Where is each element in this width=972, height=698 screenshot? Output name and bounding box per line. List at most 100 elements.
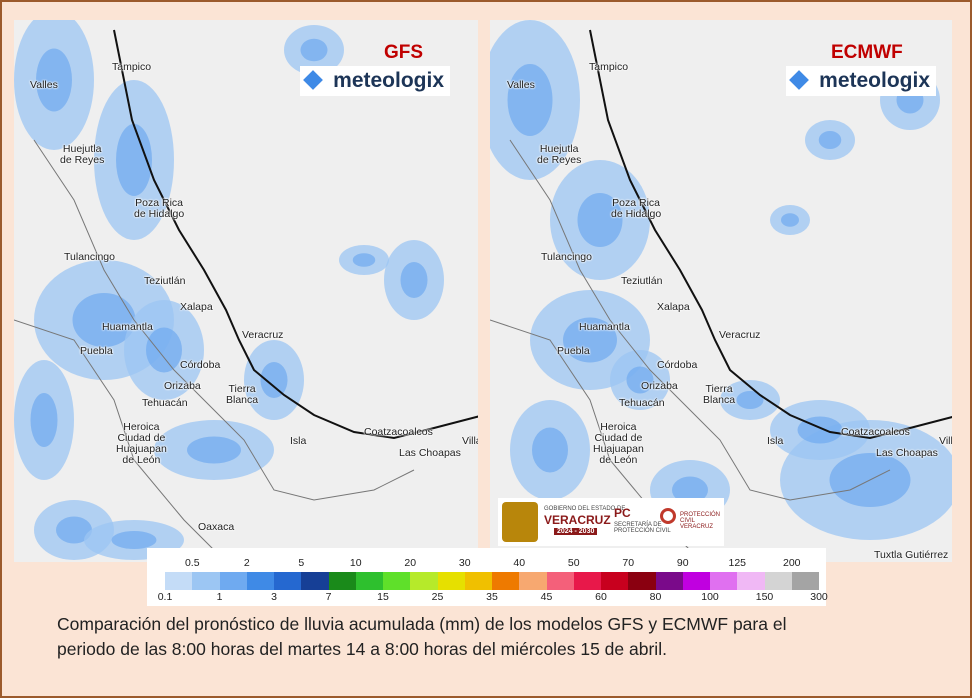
city-label: Oaxaca [198, 521, 235, 533]
legend-swatch [165, 572, 193, 590]
city-label: Coatzacoalcos [364, 426, 433, 438]
legend-swatch [219, 572, 247, 590]
city-label: Poza Rica de Hidalgo [134, 197, 185, 220]
rain-core [400, 262, 428, 298]
legend-swatch [355, 572, 383, 590]
legend-label: 0.1 [157, 591, 173, 603]
map-panel: GFS meteologix Tampico Valles Huejutla de … [14, 20, 478, 562]
map [14, 20, 478, 561]
city-label: Tulancingo [64, 251, 115, 263]
legend-label: 7 [325, 591, 332, 603]
city-label: Orizaba [641, 380, 678, 392]
legend-label: 200 [782, 557, 801, 569]
legend-swatch [710, 572, 738, 590]
city-label: Isla [767, 435, 784, 447]
legend-swatch [628, 572, 656, 590]
rain-core [56, 516, 92, 544]
city-label: Puebla [557, 345, 590, 357]
city-label: Teziutlán [144, 275, 186, 287]
legend-label: 125 [728, 557, 747, 569]
legend-swatch [464, 572, 492, 590]
rain-core [507, 64, 553, 136]
legend-label: 2 [243, 557, 250, 569]
legend-label: 30 [458, 557, 471, 569]
legend-swatch [192, 572, 220, 590]
rain-core [116, 124, 152, 196]
city-label: Xalapa [657, 301, 690, 313]
legend-label: 50 [567, 557, 580, 569]
legend-swatch [601, 572, 629, 590]
legend-swatch [328, 572, 356, 590]
logo-text: PC [614, 506, 631, 520]
legend-swatch [383, 572, 411, 590]
logo-box: GOBIERNO DEL ESTADO DE VERACRUZ 2024 - 2… [498, 498, 724, 546]
city-label: Veracruz [242, 329, 284, 341]
city-label: Córdoba [657, 359, 698, 371]
legend-label: 150 [755, 591, 774, 603]
rain-core [352, 253, 376, 267]
legend-label: 25 [431, 591, 444, 603]
legend: 0.5 2 5 10 20 30 40 50 70 90 125 200 0.1 1 3 7 15 25 35 45 6… [147, 548, 828, 606]
city-label: Tierra Blanca [226, 383, 259, 406]
legend-swatch [791, 572, 819, 590]
legend-label: 100 [701, 591, 719, 603]
city-label: Tulancingo [541, 251, 592, 263]
city-label: Poza Rica de Hidalgo [611, 197, 662, 220]
legend-swatch [682, 572, 710, 590]
logo-text: SECRETARÍA DE PROTECCIÓN CIVIL [614, 522, 671, 534]
city-label: Villa [939, 435, 952, 447]
model-label: GFS [384, 42, 424, 63]
legend-swatch [492, 572, 520, 590]
emblem [502, 502, 538, 542]
city-label: Villa [462, 435, 478, 447]
map [490, 20, 952, 561]
legend-swatch [437, 572, 465, 590]
legend-label: 5 [298, 557, 305, 569]
city-label: Heroica Ciudad de Huajuapan de León [116, 421, 167, 466]
legend-label: 300 [810, 591, 828, 603]
rain-core [30, 393, 58, 447]
legend-label: 70 [622, 557, 635, 569]
city-label: Las Choapas [876, 447, 938, 459]
caption: Comparación del pronóstico de lluvia acu… [57, 614, 787, 659]
map-panel: ECMWF meteologix GOBIERNO DEL ESTADO DE … [490, 20, 952, 562]
city-label: Córdoba [180, 359, 221, 371]
logo-text: 2024 - 2030 [554, 528, 598, 535]
rain-core [260, 362, 288, 398]
city-label: Valles [507, 79, 535, 91]
rain-core [36, 48, 72, 112]
legend-label: 1 [216, 591, 223, 603]
legend-swatch [655, 572, 683, 590]
rain-core [300, 38, 328, 62]
rain-core [781, 213, 799, 227]
city-label: Huejutla de Reyes [537, 143, 582, 166]
city-label: Tehuacán [619, 397, 665, 409]
legend-swatch [301, 572, 329, 590]
rain-core [672, 476, 708, 504]
legend-swatch [764, 572, 792, 590]
legend-label: 40 [513, 557, 526, 569]
legend-swatch [410, 572, 438, 590]
rain-core [146, 327, 182, 373]
city-label: Veracruz [719, 329, 761, 341]
legend-label: 45 [540, 591, 553, 603]
rain-core [187, 436, 241, 464]
legend-label: 80 [649, 591, 662, 603]
legend-label: 10 [349, 557, 362, 569]
city-label: Huejutla de Reyes [60, 143, 105, 166]
logo-text: VERACRUZ [544, 513, 611, 527]
city-label: Tampico [589, 61, 629, 73]
pc-emblem [660, 508, 676, 524]
rain-core [736, 391, 764, 409]
rain-core [626, 366, 654, 394]
city-label: Tierra Blanca [703, 383, 736, 406]
brand: meteologix [300, 66, 450, 96]
logo-text: GOBIERNO DEL ESTADO DE [544, 506, 626, 512]
city-label: Huamantla [579, 321, 630, 333]
rain-core [111, 531, 157, 549]
legend-label: 15 [377, 591, 389, 603]
city-label: Isla [290, 435, 307, 447]
legend-label: 35 [486, 591, 498, 603]
city-label: Xalapa [180, 301, 213, 313]
